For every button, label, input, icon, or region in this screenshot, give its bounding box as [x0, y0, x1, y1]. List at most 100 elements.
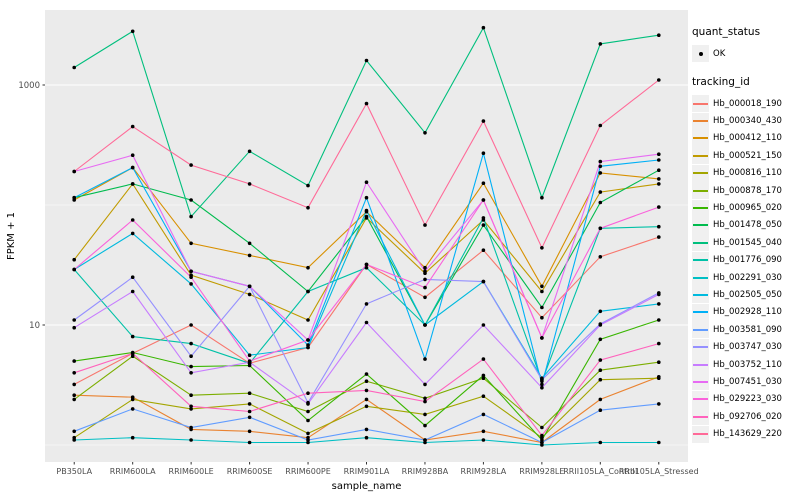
- data-point: [481, 394, 486, 399]
- legend-item-label: Hb_000340_430: [713, 116, 782, 127]
- data-point: [598, 254, 603, 259]
- data-point: [423, 412, 427, 417]
- data-point: [423, 423, 427, 428]
- data-point: [540, 382, 544, 387]
- data-point: [481, 223, 486, 227]
- series-line-swatch: [693, 137, 708, 140]
- data-point: [481, 429, 486, 434]
- x-tick-label: RRIM600LE: [169, 467, 214, 476]
- data-point: [247, 359, 252, 363]
- data-point: [598, 408, 603, 413]
- y-axis-title: FPKM + 1: [6, 212, 17, 260]
- data-point: [481, 373, 486, 378]
- data-point: [540, 284, 544, 289]
- data-point: [481, 357, 486, 361]
- data-point: [247, 402, 252, 406]
- point-marker-icon: [698, 51, 703, 56]
- data-point: [72, 382, 76, 387]
- data-point: [364, 208, 369, 213]
- data-point: [130, 153, 135, 157]
- data-point: [72, 267, 76, 272]
- data-point: [598, 171, 603, 175]
- data-point: [189, 269, 193, 274]
- data-point: [72, 438, 76, 442]
- legend-item-Hb_001776_090: Hb_001776_090: [692, 251, 798, 269]
- data-point: [481, 376, 486, 381]
- legend-tracking-id-title: tracking_id: [692, 76, 750, 88]
- data-point: [598, 323, 603, 327]
- series-color-key: [692, 356, 709, 374]
- data-point: [481, 25, 486, 30]
- x-tick-label: RRIM901LA: [344, 467, 390, 476]
- series-line-swatch: [693, 415, 708, 418]
- data-point: [657, 78, 661, 82]
- data-point: [423, 399, 427, 404]
- legend-item-label: Hb_092706_020: [713, 411, 782, 422]
- data-point: [72, 371, 76, 375]
- series-color-key: [692, 95, 709, 113]
- legend-item-Hb_029223_030: Hb_029223_030: [692, 390, 798, 408]
- data-point: [306, 431, 310, 436]
- data-point: [481, 438, 486, 442]
- legend-item-Hb_000340_430: Hb_000340_430: [692, 112, 798, 130]
- data-point: [247, 409, 252, 414]
- data-point: [364, 435, 369, 440]
- data-point: [130, 231, 135, 236]
- legend-item-label: Hb_000018_190: [713, 98, 782, 109]
- data-point: [130, 289, 135, 294]
- series-color-key: [692, 303, 709, 321]
- data-point: [306, 409, 310, 414]
- data-point: [598, 226, 603, 231]
- legend-item-label: Hb_003581_090: [713, 324, 782, 335]
- data-point: [189, 364, 193, 369]
- data-point: [481, 216, 486, 220]
- data-point: [130, 29, 135, 34]
- data-point: [130, 407, 135, 411]
- series-line-swatch: [693, 380, 708, 383]
- data-point: [306, 418, 310, 423]
- data-point: [540, 336, 544, 340]
- data-point: [423, 269, 427, 274]
- data-point: [364, 388, 369, 393]
- data-point: [481, 323, 486, 327]
- data-point: [247, 440, 252, 445]
- data-point: [364, 101, 369, 106]
- data-point: [72, 393, 76, 398]
- data-point: [423, 382, 427, 387]
- data-point: [598, 377, 603, 382]
- legend-item-Hb_002291_030: Hb_002291_030: [692, 269, 798, 287]
- data-point: [364, 404, 369, 409]
- data-point: [598, 397, 603, 402]
- series-line-swatch: [693, 154, 708, 157]
- data-point: [364, 397, 369, 402]
- data-point: [657, 152, 661, 156]
- data-point: [540, 443, 544, 447]
- data-point: [481, 198, 486, 202]
- legend-item-Hb_000521_150: Hb_000521_150: [692, 147, 798, 165]
- series-line-swatch: [693, 328, 708, 331]
- series-color-key: [692, 338, 709, 356]
- data-point: [247, 415, 252, 420]
- legend-tracking-items: Hb_000018_190 Hb_000340_430 Hb_000412_110 H…: [692, 95, 798, 443]
- data-point: [189, 407, 193, 411]
- x-tick-label: RRIM928BA: [402, 467, 449, 476]
- data-point: [130, 182, 135, 186]
- legend-item-Hb_143629_220: Hb_143629_220: [692, 425, 798, 443]
- data-point: [364, 372, 369, 376]
- data-point: [657, 292, 661, 297]
- data-point: [247, 284, 252, 289]
- legend-item-label: Hb_002505_050: [713, 289, 782, 300]
- legend-item-Hb_003581_090: Hb_003581_090: [692, 321, 798, 339]
- series-color-key: [692, 251, 709, 269]
- data-point: [598, 42, 603, 46]
- data-point: [130, 351, 135, 356]
- legend-quant-status-title: quant_status: [692, 26, 761, 38]
- series-line-swatch: [693, 363, 708, 366]
- data-point: [598, 190, 603, 194]
- series-color-key: [692, 425, 709, 443]
- data-point: [189, 198, 193, 202]
- data-point: [657, 224, 661, 229]
- data-point: [189, 438, 193, 442]
- data-point: [72, 65, 76, 70]
- data-point: [598, 440, 603, 445]
